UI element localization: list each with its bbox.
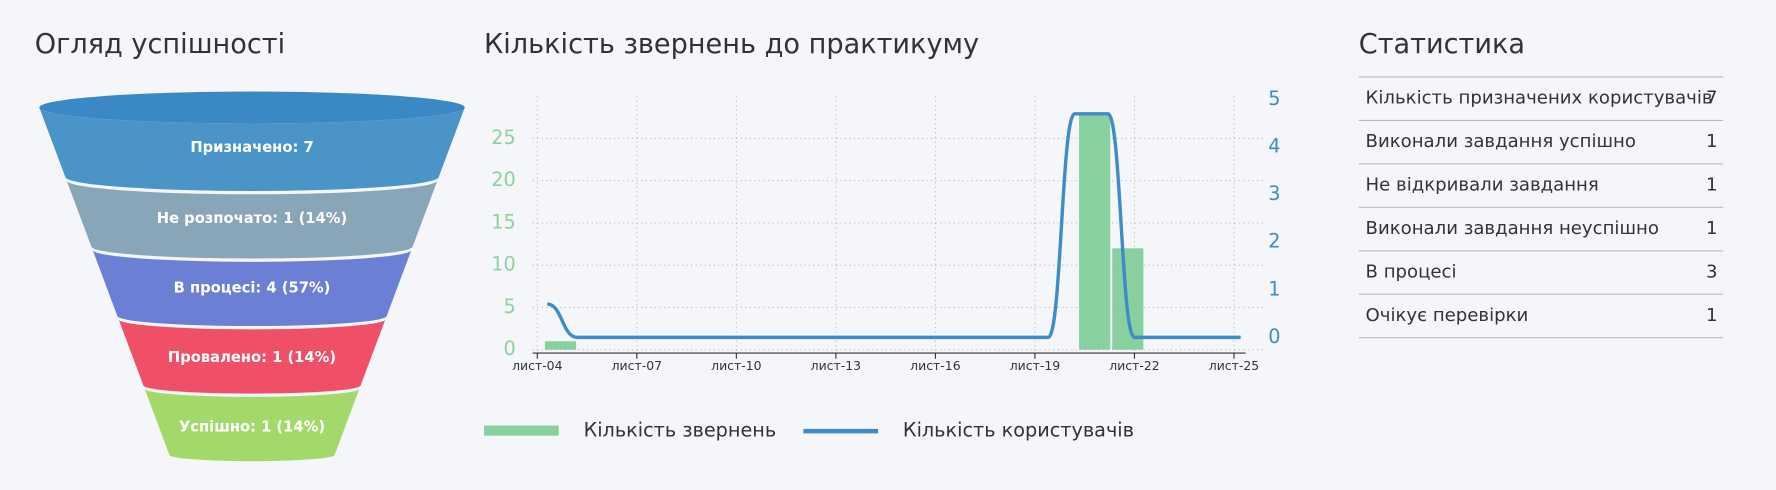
table-value: 1 — [1706, 131, 1718, 152]
y-tick-label: 15 — [491, 210, 515, 233]
funnel-top — [39, 91, 465, 124]
y2-tick-label: 1 — [1268, 277, 1280, 300]
table-value: 3 — [1706, 261, 1718, 282]
funnel-title: Огляд успішності — [35, 29, 285, 60]
table-label: Не відкривали завдання — [1366, 175, 1599, 196]
funnel-segment — [66, 180, 438, 259]
y2-tick-label: 0 — [1268, 325, 1280, 348]
x-tick-label: лист-19 — [1010, 358, 1061, 373]
y-tick-label: 0 — [503, 337, 515, 360]
chart-title: Кількість звернень до практикуму — [484, 29, 979, 60]
x-tick-label: лист-25 — [1209, 358, 1259, 373]
legend-label: Кількість звернень — [584, 419, 777, 442]
table-value: 1 — [1706, 218, 1718, 239]
table-label: Очікує перевірки — [1366, 305, 1529, 326]
funnel-segment — [144, 388, 360, 462]
funnel-label: Провалено: 1 (14%) — [168, 349, 336, 366]
table-value: 1 — [1706, 175, 1718, 196]
table-value: 1 — [1706, 305, 1718, 326]
funnel-segment — [92, 249, 412, 327]
bar — [1079, 113, 1111, 350]
x-tick-label: лист-13 — [811, 358, 861, 373]
legend-label: Кількість користувачів — [903, 419, 1134, 442]
y2-tick-label: 5 — [1268, 87, 1280, 110]
funnel-label: Призначено: 7 — [190, 139, 313, 156]
table-label: Кількість призначених користувачів — [1366, 88, 1713, 109]
funnel-label: Успішно: 1 (14%) — [179, 419, 325, 436]
funnel-label: В процесі: 4 (57%) — [174, 280, 331, 297]
line — [546, 112, 1241, 340]
x-tick-label: лист-16 — [910, 358, 961, 373]
y-tick-label: 20 — [491, 168, 515, 191]
table-label: Виконали завдання успішно — [1366, 131, 1636, 152]
x-tick-label: лист-07 — [612, 358, 662, 373]
table-title: Статистика — [1359, 29, 1525, 60]
y-tick-label: 10 — [491, 253, 515, 276]
legend-swatch — [484, 425, 559, 436]
y2-tick-label: 2 — [1268, 230, 1280, 253]
funnel-segment — [118, 319, 386, 394]
x-tick-label: лист-04 — [512, 358, 563, 373]
y-tick-label: 25 — [491, 126, 515, 149]
y-tick-label: 5 — [503, 295, 515, 318]
table-label: В процесі — [1366, 261, 1457, 282]
funnel-segment — [39, 107, 465, 191]
x-tick-label: лист-22 — [1109, 358, 1159, 373]
x-tick-label: лист-10 — [711, 358, 762, 373]
table-value: 7 — [1706, 88, 1718, 109]
table-label: Виконали завдання неуспішно — [1366, 218, 1659, 239]
bar — [544, 341, 577, 350]
y2-tick-label: 4 — [1268, 135, 1280, 158]
y2-tick-label: 3 — [1268, 182, 1280, 205]
funnel-label: Не розпочато: 1 (14%) — [157, 210, 347, 227]
